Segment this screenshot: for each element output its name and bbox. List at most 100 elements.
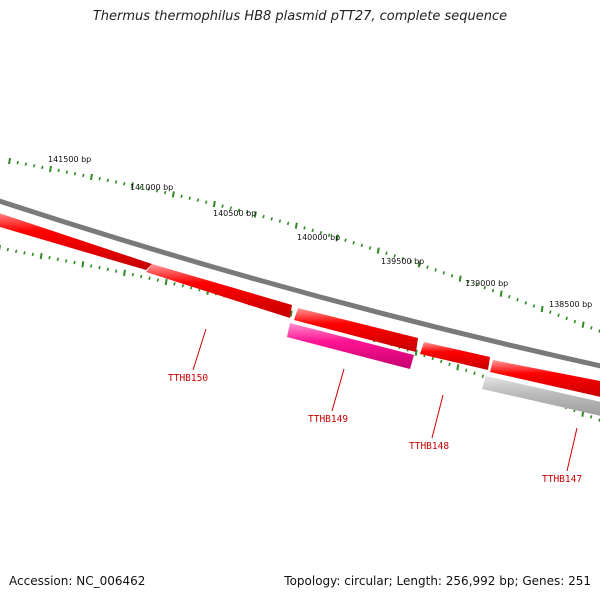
inner-ruler-tick — [456, 364, 460, 371]
outer-ruler-tick — [532, 304, 536, 308]
outer-ruler-tick — [98, 176, 101, 181]
outer-ruler-tick — [270, 217, 273, 221]
gene-label-tthb147[interactable]: TTHB147 — [542, 474, 582, 485]
inner-ruler-tick — [73, 260, 76, 265]
gene-labels: TTHB150 TTHB149 TTHB148 TTHB147 — [168, 373, 582, 485]
inner-ruler-tick — [164, 278, 168, 286]
leader-tthb148 — [431, 394, 444, 439]
outer-ruler-tick — [130, 182, 134, 189]
outer-ruler-tick — [81, 173, 85, 178]
outer-ruler-tick — [475, 282, 478, 287]
outer-ruler-tick — [417, 261, 421, 268]
outer-ruler-tick — [581, 321, 585, 328]
outer-ruler-tick — [221, 204, 224, 208]
inner-ruler-tick — [114, 269, 118, 273]
outer-ruler-tick — [73, 171, 77, 176]
outer-ruler-tick — [24, 162, 28, 166]
inner-ruler-tick — [473, 371, 476, 375]
ruler-label-138500: 138500 bp — [549, 300, 592, 309]
outer-ruler-tick — [106, 178, 110, 183]
inner-ruler-tick — [31, 252, 35, 257]
outer-ruler-tick — [196, 198, 200, 202]
outer-ruler-tick — [442, 271, 446, 275]
inner-ruler-tick — [106, 267, 110, 272]
ruler-labels: 141500 bp 141000 bp 140500 bp 140000 bp … — [48, 155, 592, 309]
gene-label-tthb150[interactable]: TTHB150 — [168, 373, 208, 384]
gene-arrow-tthb149[interactable] — [287, 323, 414, 369]
outer-ruler-tick — [483, 285, 487, 290]
outer-ruler-tick — [311, 228, 314, 233]
gene-arrows — [0, 210, 600, 418]
outer-ruler — [8, 157, 600, 333]
gene-label-tthb149[interactable]: TTHB149 — [308, 414, 348, 425]
gene-arrow-tthb147[interactable] — [490, 360, 600, 399]
map-title: Thermus thermophilus HB8 plasmid pTT27, … — [92, 9, 508, 24]
outer-ruler-tick — [122, 181, 126, 186]
outer-ruler-tick — [344, 238, 347, 242]
inner-ruler-tick — [48, 255, 51, 260]
outer-ruler-tick — [8, 157, 11, 165]
inner-ruler-tick — [589, 415, 593, 419]
outer-ruler-tick — [204, 200, 208, 204]
outer-ruler-tick — [16, 160, 19, 165]
inner-ruler-tick — [148, 276, 151, 281]
leader-tthb147 — [566, 427, 578, 472]
outer-ruler-tick — [491, 288, 495, 293]
outer-ruler-tick — [245, 210, 249, 215]
outer-ruler-tick — [188, 196, 192, 200]
inner-ruler-tick — [89, 264, 93, 268]
inner-ruler-tick — [414, 349, 418, 356]
outer-ruler-tick — [229, 206, 233, 210]
outer-ruler-tick — [376, 247, 380, 254]
outer-ruler-tick — [212, 200, 216, 208]
inner-ruler-tick — [464, 368, 468, 372]
gene-arrow-tthb148[interactable] — [420, 342, 490, 370]
outer-ruler-tick — [352, 241, 355, 245]
gene-arrow-unlabeled-grey[interactable] — [482, 376, 600, 418]
outer-ruler-tick — [171, 191, 175, 198]
outer-ruler-tick — [540, 305, 544, 313]
outer-ruler-tick — [360, 243, 364, 248]
outer-ruler-tick — [147, 187, 151, 191]
outer-ruler-tick — [253, 211, 257, 218]
outer-ruler-tick — [409, 259, 413, 264]
outer-ruler-tick — [89, 173, 93, 181]
ruler-label-139500: 139500 bp — [381, 257, 424, 266]
inner-ruler-tick — [123, 269, 126, 277]
outer-ruler-tick — [590, 326, 593, 330]
outer-ruler-tick — [565, 316, 568, 321]
inner-ruler-tick — [39, 252, 43, 260]
outer-ruler-tick — [524, 301, 528, 305]
outer-ruler-tick — [294, 222, 298, 229]
outer-ruler-tick — [278, 219, 282, 223]
outer-ruler-tick — [467, 279, 470, 284]
gene-label-tthb148[interactable]: TTHB148 — [409, 441, 449, 452]
inner-ruler-tick — [6, 247, 10, 252]
outer-ruler-tick — [508, 294, 511, 299]
gene-arrow-tthb149-top[interactable] — [294, 308, 418, 352]
outer-ruler-tick — [327, 233, 331, 237]
outer-ruler-tick — [139, 185, 142, 189]
outer-ruler-tick — [237, 208, 241, 212]
outer-ruler-tick — [549, 310, 552, 314]
inner-ruler-tick — [431, 356, 435, 361]
outer-ruler-tick — [286, 221, 290, 226]
gene-arrow-tthb150[interactable] — [146, 264, 292, 318]
ruler-label-139000: 139000 bp — [465, 279, 508, 288]
inner-ruler-tick — [448, 362, 451, 367]
plasmid-backbone — [0, 198, 600, 369]
outer-ruler-tick — [434, 268, 437, 272]
outer-ruler-tick — [32, 163, 36, 168]
outer-ruler-tick — [401, 256, 405, 261]
ruler-label-141000: 141000 bp — [130, 183, 173, 192]
outer-ruler-tick — [262, 214, 265, 219]
label-leaders — [192, 328, 578, 472]
inner-ruler-tick — [189, 286, 193, 290]
outer-ruler-tick — [393, 254, 396, 258]
gene-arrow-tthb151[interactable] — [0, 210, 152, 270]
inner-ruler-tick — [56, 257, 60, 262]
ruler-label-140000: 140000 bp — [297, 233, 340, 242]
outer-ruler-tick — [557, 313, 560, 318]
leader-tthb149 — [331, 368, 345, 412]
